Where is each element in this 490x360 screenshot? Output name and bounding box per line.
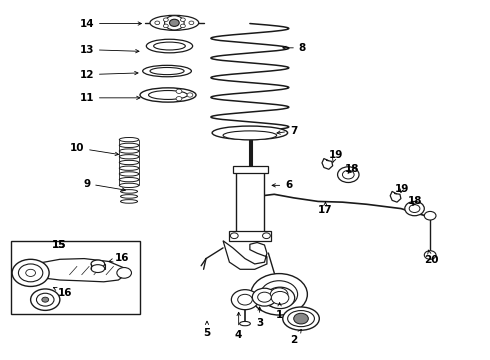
Text: 10: 10: [70, 143, 119, 156]
Ellipse shape: [147, 39, 193, 53]
Bar: [11, 241, 140, 314]
Ellipse shape: [119, 172, 139, 176]
Circle shape: [271, 292, 289, 304]
Circle shape: [163, 18, 168, 22]
Circle shape: [176, 89, 182, 93]
Circle shape: [12, 259, 49, 287]
Circle shape: [165, 16, 184, 30]
Ellipse shape: [119, 166, 139, 170]
Ellipse shape: [119, 149, 139, 153]
Circle shape: [170, 19, 179, 26]
Text: 9: 9: [83, 179, 125, 191]
Text: 11: 11: [79, 93, 140, 103]
Ellipse shape: [119, 183, 139, 188]
Circle shape: [19, 264, 43, 282]
Text: 13: 13: [79, 45, 139, 55]
Circle shape: [263, 233, 270, 239]
Text: 19: 19: [395, 184, 409, 194]
Text: 7: 7: [277, 126, 297, 136]
Ellipse shape: [150, 67, 184, 75]
Ellipse shape: [121, 200, 138, 203]
Ellipse shape: [140, 88, 196, 102]
Ellipse shape: [121, 190, 138, 193]
Circle shape: [231, 290, 259, 310]
Ellipse shape: [283, 307, 319, 330]
Ellipse shape: [119, 177, 139, 182]
Circle shape: [117, 267, 131, 278]
Ellipse shape: [288, 311, 315, 327]
Circle shape: [258, 292, 271, 302]
Text: 4: 4: [235, 312, 243, 341]
Circle shape: [261, 281, 297, 308]
Circle shape: [36, 293, 54, 306]
Circle shape: [180, 18, 185, 22]
Circle shape: [409, 204, 420, 212]
Polygon shape: [21, 258, 125, 282]
Circle shape: [343, 170, 354, 179]
Ellipse shape: [223, 131, 277, 140]
Ellipse shape: [150, 15, 199, 30]
Circle shape: [252, 288, 277, 306]
Ellipse shape: [148, 90, 188, 99]
Text: 20: 20: [424, 250, 439, 265]
Circle shape: [42, 297, 49, 302]
Ellipse shape: [240, 321, 250, 326]
Text: 14: 14: [79, 18, 142, 28]
Circle shape: [270, 288, 288, 301]
Ellipse shape: [212, 126, 288, 140]
Circle shape: [338, 167, 359, 183]
Text: 16: 16: [109, 253, 129, 263]
Text: 1: 1: [276, 303, 283, 320]
Circle shape: [266, 287, 294, 309]
Ellipse shape: [154, 42, 185, 50]
Circle shape: [176, 96, 182, 101]
Circle shape: [155, 21, 160, 24]
Circle shape: [405, 202, 424, 216]
Text: 8: 8: [283, 43, 306, 53]
Circle shape: [180, 24, 185, 28]
Circle shape: [424, 251, 436, 259]
Ellipse shape: [119, 155, 139, 159]
Text: 18: 18: [408, 197, 423, 206]
Circle shape: [163, 24, 168, 28]
Ellipse shape: [121, 195, 138, 198]
Text: 2: 2: [290, 329, 301, 345]
Circle shape: [26, 269, 35, 276]
Bar: [236, 171, 265, 234]
Ellipse shape: [91, 260, 105, 268]
Ellipse shape: [91, 265, 105, 273]
Ellipse shape: [119, 160, 139, 165]
Bar: [233, 166, 268, 173]
Circle shape: [294, 313, 308, 324]
Text: 15: 15: [51, 240, 66, 250]
Text: 3: 3: [256, 307, 263, 328]
Polygon shape: [223, 241, 267, 269]
Circle shape: [424, 211, 436, 220]
Circle shape: [30, 289, 60, 310]
Circle shape: [230, 233, 238, 239]
Text: 19: 19: [328, 150, 343, 163]
Ellipse shape: [143, 65, 192, 77]
Circle shape: [238, 294, 252, 305]
Text: 5: 5: [203, 321, 211, 338]
Text: 16: 16: [53, 287, 72, 297]
Bar: [229, 231, 271, 241]
Text: 17: 17: [318, 202, 333, 215]
Circle shape: [189, 21, 194, 24]
Text: 15: 15: [51, 240, 66, 250]
Circle shape: [187, 93, 193, 97]
Text: 12: 12: [79, 69, 138, 80]
Text: 6: 6: [272, 180, 293, 190]
Ellipse shape: [119, 138, 139, 142]
Circle shape: [251, 274, 307, 315]
Text: 18: 18: [345, 164, 360, 174]
Ellipse shape: [119, 143, 139, 148]
